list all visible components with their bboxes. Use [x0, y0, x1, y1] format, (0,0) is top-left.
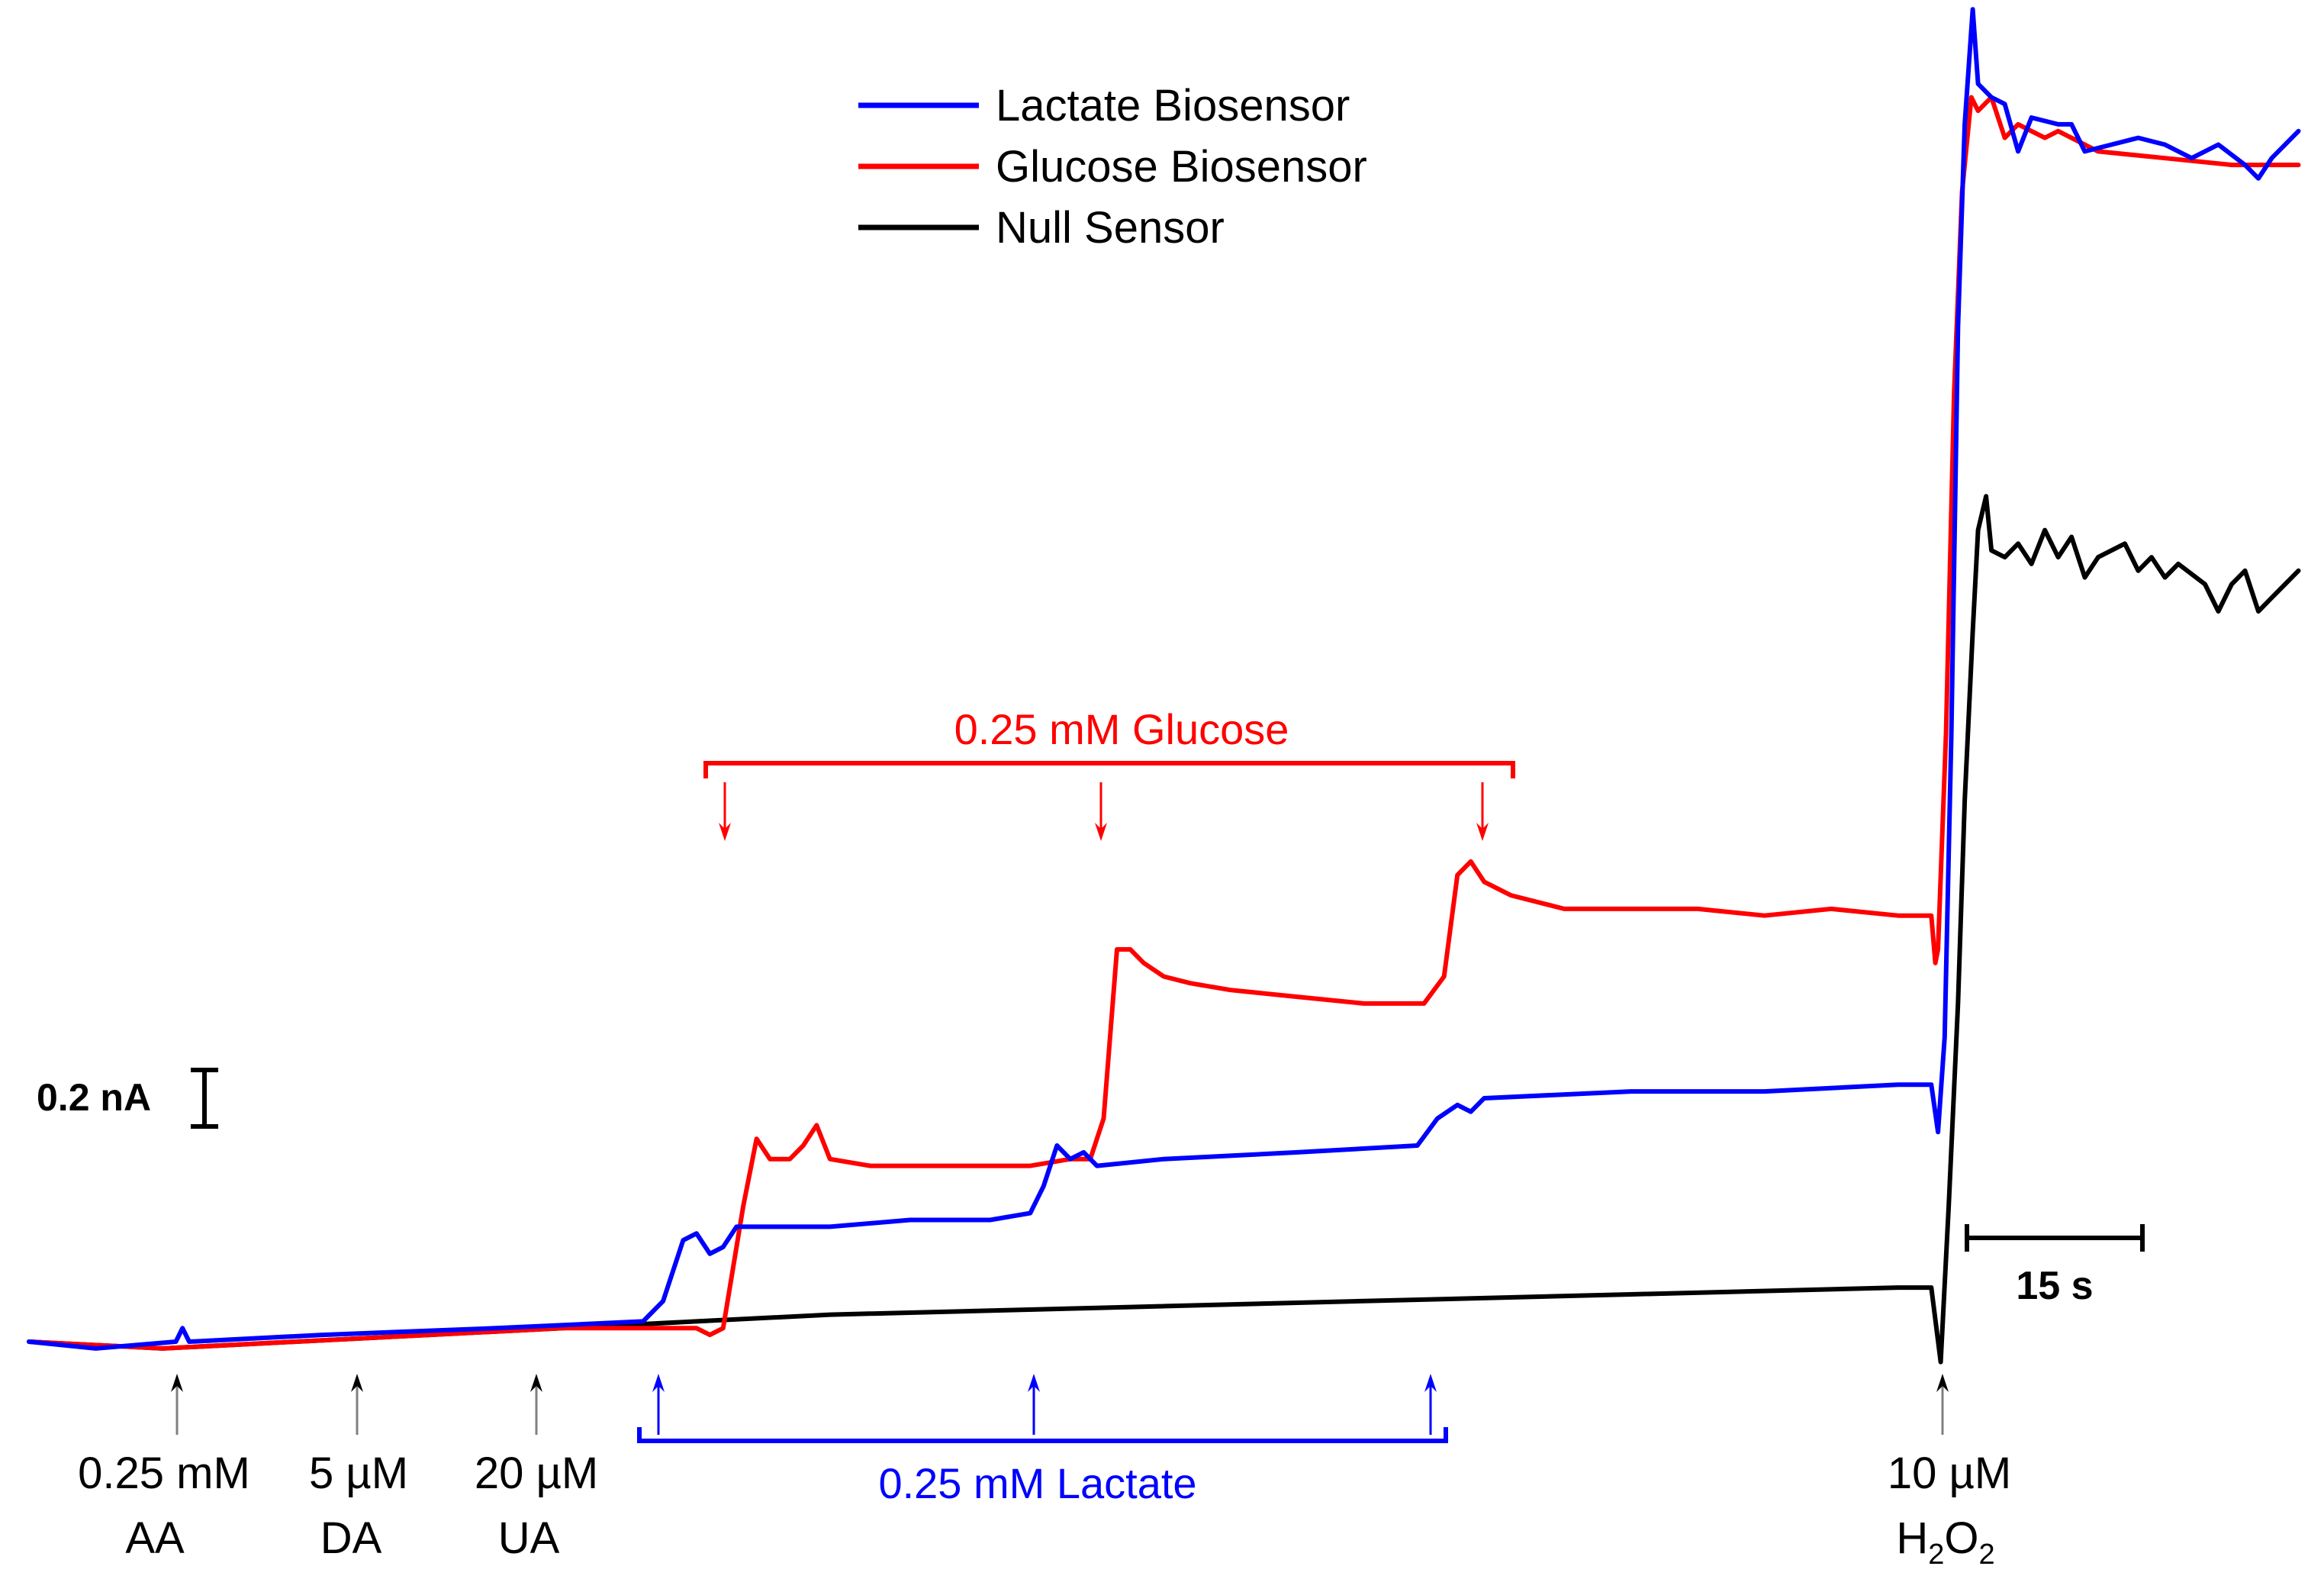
trace-lactate-biosensor [27, 7, 2301, 1351]
interferent-aa: 0.25 mM AA [78, 1374, 250, 1563]
interferent-aa-name: AA [125, 1513, 185, 1563]
h2o2-formula: H2O2 [1896, 1513, 1994, 1571]
legend: Lactate Biosensor Glucose Biosensor Null… [858, 81, 1367, 253]
legend-label-glucose: Glucose Biosensor [996, 142, 1367, 192]
trace-null-sensor [27, 494, 2301, 1365]
time-scale-bar: 15 s [1965, 1224, 2145, 1308]
current-scale-bar: 0.2 nA [37, 1068, 218, 1129]
interferent-aa-conc: 0.25 mM [78, 1449, 250, 1498]
lactate-arrow-1 [652, 1374, 665, 1435]
glucose-bracket-line [703, 761, 1515, 778]
glucose-bracket: 0.25 mM Glucose [703, 705, 1515, 841]
interferent-da-name: DA [320, 1513, 382, 1563]
legend-label-null: Null Sensor [996, 203, 1225, 253]
lactate-bracket-line [637, 1427, 1448, 1443]
glucose-arrow-1 [719, 782, 731, 841]
lactate-bracket-label: 0.25 mM Lactate [878, 1459, 1196, 1507]
legend-label-lactate: Lactate Biosensor [996, 81, 1350, 131]
glucose-arrow-3 [1476, 782, 1489, 841]
lactate-bracket: 0.25 mM Lactate [637, 1374, 1448, 1507]
h2o2-conc: 10 µM [1888, 1449, 2011, 1498]
time-scale-label: 15 s [2016, 1264, 2093, 1308]
interferent-da: 5 µM DA [309, 1374, 408, 1563]
interferent-ua-conc: 20 µM [475, 1449, 598, 1498]
glucose-bracket-label: 0.25 mM Glucose [954, 705, 1289, 753]
lactate-arrow-2 [1028, 1374, 1040, 1435]
current-scale-label: 0.2 nA [37, 1076, 151, 1119]
interferent-ua-name: UA [498, 1513, 560, 1563]
lactate-arrow-3 [1424, 1374, 1437, 1435]
trace-glucose-biosensor [27, 95, 2301, 1351]
interferent-da-conc: 5 µM [309, 1449, 408, 1498]
glucose-arrow-2 [1095, 782, 1107, 841]
traces-layer [27, 7, 2301, 1365]
interferent-ua: 20 µM UA [475, 1374, 598, 1563]
h2o2-addition: 10 µM H2O2 [1888, 1374, 2011, 1571]
